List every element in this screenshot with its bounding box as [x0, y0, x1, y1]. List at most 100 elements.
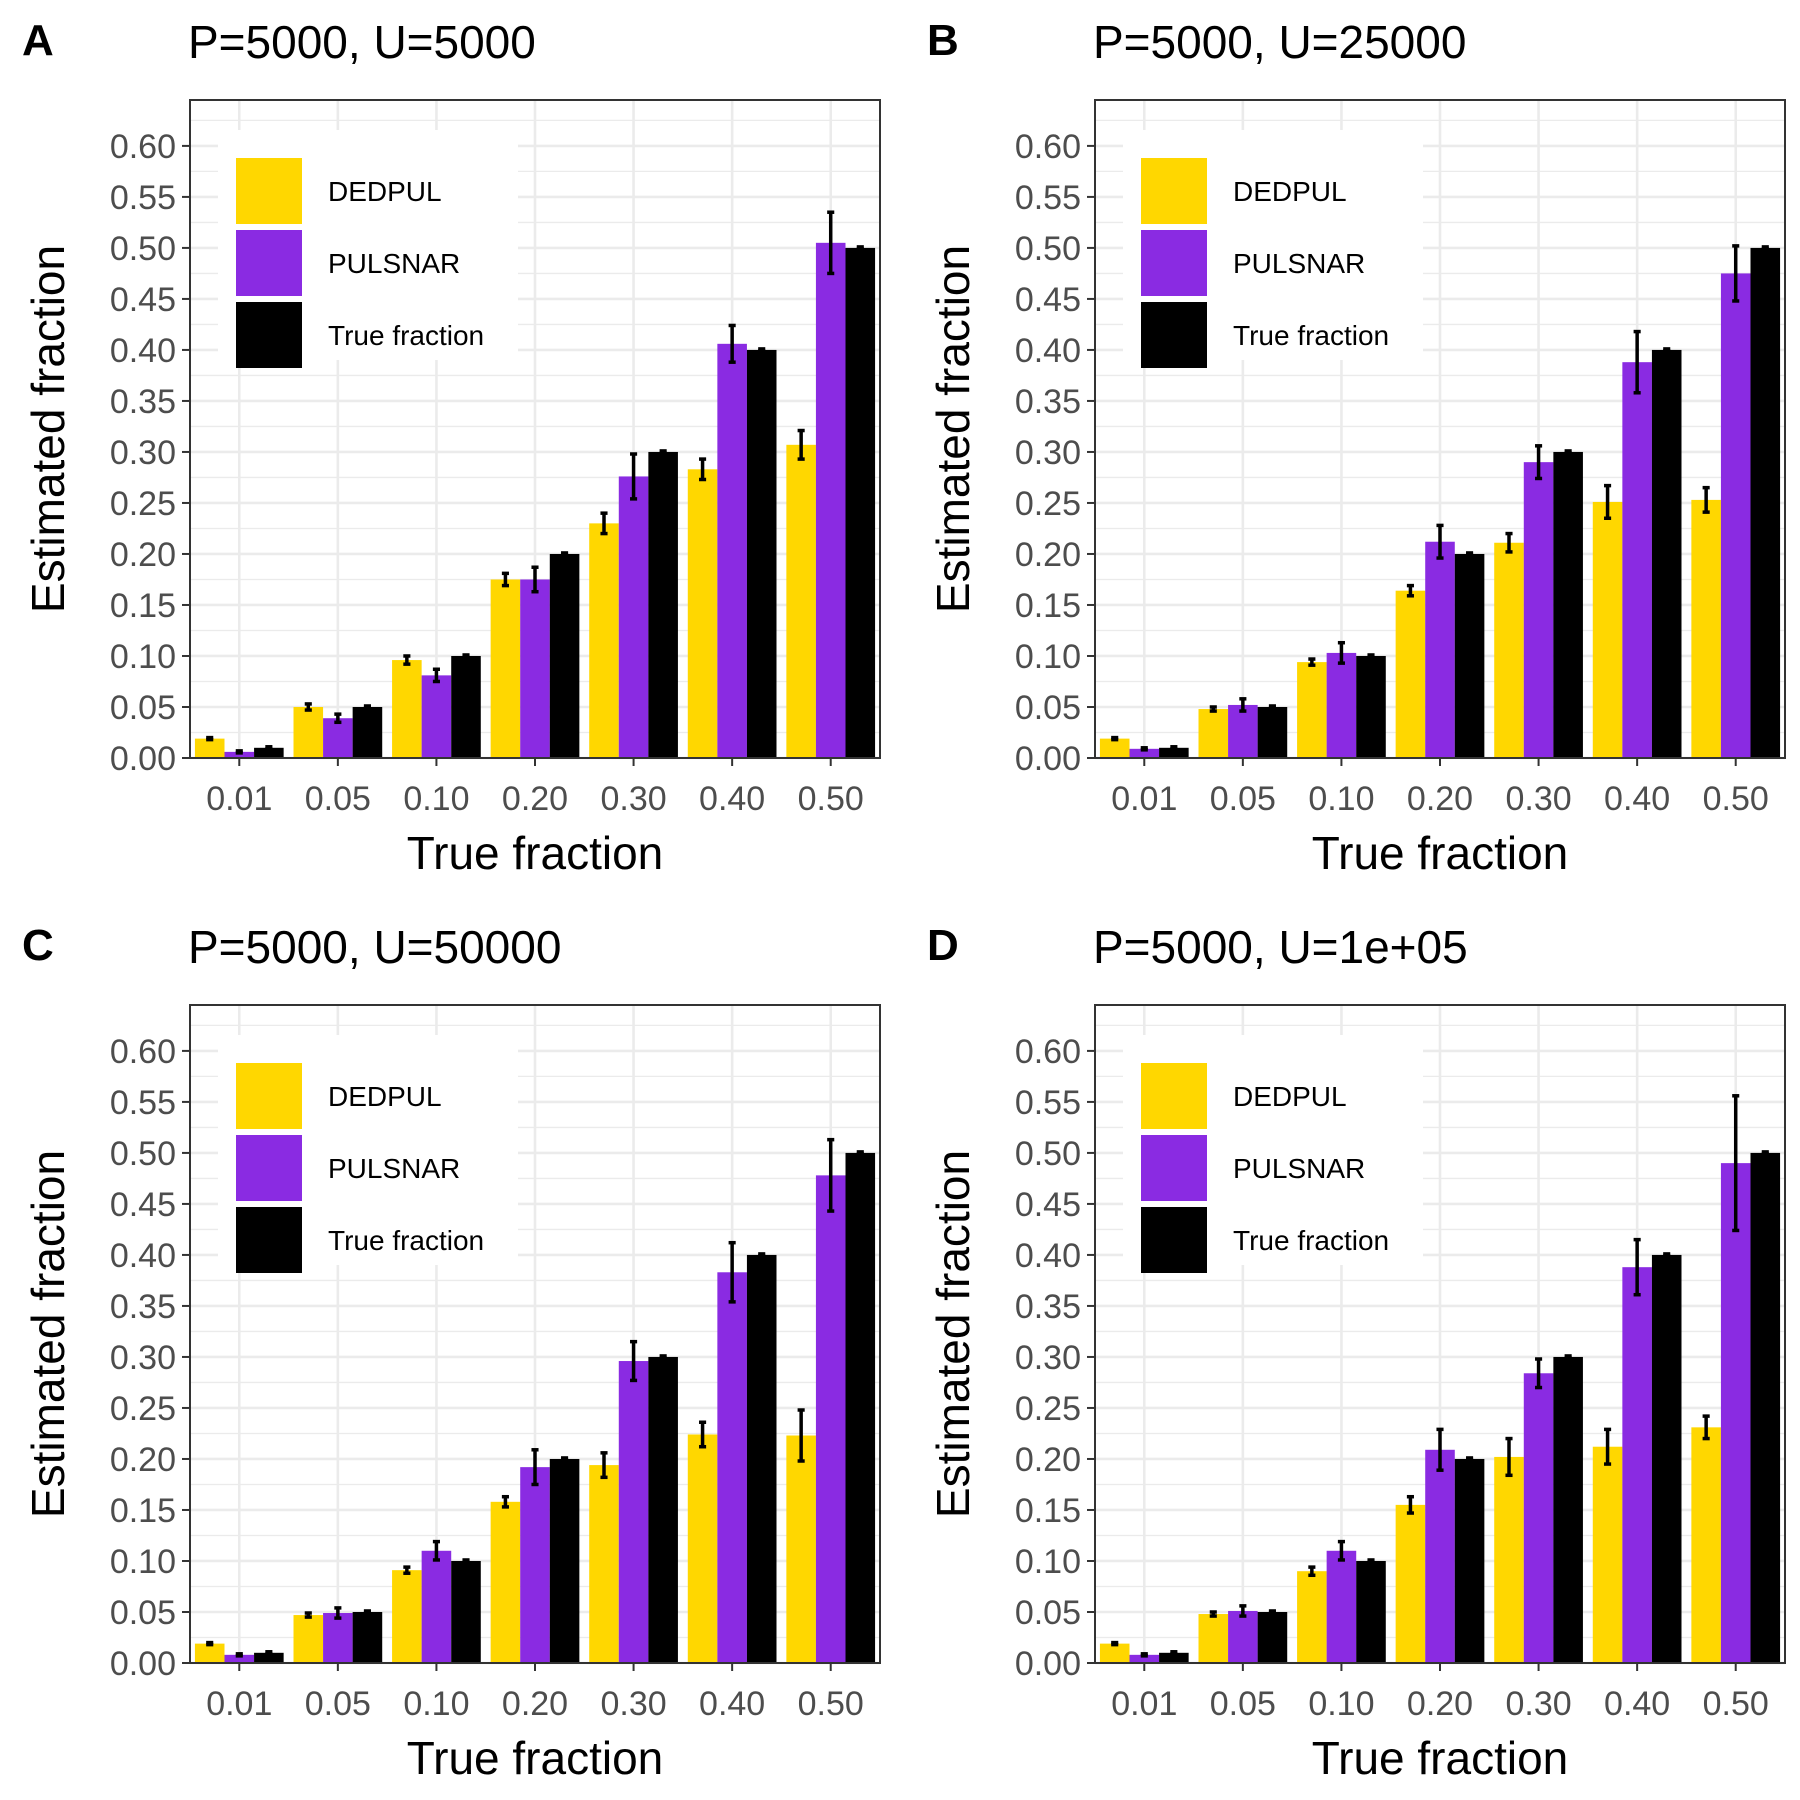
panel-d-bar-true-fraction	[1750, 1152, 1781, 1663]
panel-c-y-tick-label: 0.55	[110, 1084, 176, 1122]
panel-a-bar-dedpul	[687, 469, 718, 758]
panel-a-x-axis-title: True fraction	[407, 827, 664, 879]
panel-a-legend: DEDPUL PULSNAR True fraction	[218, 130, 518, 368]
panel-d-x-tick-label: 0.20	[1407, 1685, 1473, 1723]
panel-d-y-tick-label: 0.25	[1015, 1390, 1081, 1428]
panel-b-bar-pulsnar	[1228, 704, 1258, 758]
panel-b-bar-dedpul	[1297, 662, 1327, 758]
panel-d-x-tick-label: 0.01	[1111, 1685, 1177, 1723]
panel-b-y-tick-label: 0.15	[1015, 587, 1081, 625]
panel-d-bar-pulsnar	[1129, 1654, 1160, 1663]
panel-d-title: P=5000, U=1e+05	[1093, 921, 1468, 973]
panel-b-y-tick-label: 0.60	[1015, 128, 1081, 166]
panel-c-y-tick-label: 0.50	[110, 1135, 176, 1173]
panel-c-x-tick-label: 0.05	[305, 1685, 371, 1723]
panel-d-legend-key-dedpul	[1141, 1063, 1207, 1129]
panel-a-bar-dedpul	[589, 523, 619, 758]
panel-c-y-tick-label: 0.05	[110, 1594, 176, 1632]
panel-d-y-tick-label: 0.50	[1015, 1135, 1081, 1173]
panel-b-y-tick-label: 0.25	[1015, 485, 1081, 523]
panel-c-y-tick-label: 0.10	[110, 1543, 176, 1581]
panel-a: DEDPUL PULSNAR True fraction 0.00 0.05 0.10 0.…	[22, 16, 881, 879]
panel-d-bar-true-fraction	[1356, 1560, 1386, 1663]
panel-a-y-tick-label: 0.40	[110, 332, 176, 370]
panel-b-y-axis-title: Estimated fraction	[927, 245, 979, 613]
panel-a-bar-true-fraction	[746, 349, 777, 758]
panel-b-bar-true-fraction	[1553, 451, 1583, 758]
panel-d-bar-true-fraction	[1454, 1458, 1485, 1663]
panel-b-y-tick-label: 0.10	[1015, 638, 1081, 676]
panel-a-y-axis-title: Estimated fraction	[22, 245, 74, 613]
panel-c-y-tick-label: 0.60	[110, 1033, 176, 1071]
panel-d-bar-true-fraction	[1159, 1652, 1189, 1663]
panel-d-y-tick-label: 0.10	[1015, 1543, 1081, 1581]
panel-c-y-tick-label: 0.30	[110, 1339, 176, 1377]
panel-a-y-tick-label: 0.05	[110, 689, 176, 727]
panel-d-y-tick-label: 0.00	[1015, 1645, 1081, 1683]
panel-c-bar-dedpul	[786, 1435, 816, 1663]
panel-b-bar-true-fraction	[1454, 553, 1485, 758]
panel-d-y-tick-label: 0.55	[1015, 1084, 1081, 1122]
panel-a-x-tick-label: 0.20	[502, 780, 568, 818]
panel-d-y-tick-label: 0.05	[1015, 1594, 1081, 1632]
panel-c-bar-dedpul	[293, 1615, 324, 1663]
panel-b-x-tick-label: 0.50	[1703, 780, 1769, 818]
panel-d-bar-dedpul	[1099, 1643, 1130, 1663]
panel-c-legend-label: PULSNAR	[328, 1153, 460, 1184]
panel-d-y-tick-label: 0.15	[1015, 1492, 1081, 1530]
panel-a-bar-true-fraction	[451, 655, 481, 758]
panel-a-bar-pulsnar	[520, 579, 550, 758]
panel-b-bar-dedpul	[1099, 738, 1130, 758]
panel-a-bar-dedpul	[293, 706, 324, 758]
panel-b-y-tick-label: 0.35	[1015, 383, 1081, 421]
panel-b-legend-key-dedpul	[1141, 158, 1207, 224]
panel-d-legend-label: DEDPUL	[1233, 1081, 1347, 1112]
panel-d-legend-label: True fraction	[1233, 1225, 1389, 1256]
panel-d-y-tick-label: 0.60	[1015, 1033, 1081, 1071]
panel-b-bar-dedpul	[1592, 501, 1623, 758]
panel-d-bar-pulsnar	[1720, 1163, 1751, 1663]
panel-a-bar-true-fraction	[352, 706, 383, 758]
panel-a-legend-key-true-fraction	[236, 302, 302, 368]
panel-a-bar-pulsnar	[717, 343, 747, 758]
panel-a-bar-dedpul	[786, 444, 816, 758]
panel-a-bar-pulsnar	[323, 718, 353, 758]
panel-c-bar-true-fraction	[254, 1652, 284, 1663]
panel-a-legend-key-pulsnar	[236, 230, 302, 296]
panel-a-bar-dedpul	[392, 660, 422, 758]
panel-d-bar-true-fraction	[1553, 1356, 1583, 1663]
panel-a-bar-dedpul	[490, 579, 521, 758]
panel-d-legend-label: PULSNAR	[1233, 1153, 1365, 1184]
panel-c-y-tick-label: 0.00	[110, 1645, 176, 1683]
panel-c-title: P=5000, U=50000	[188, 921, 561, 973]
panel-b-legend-label: True fraction	[1233, 320, 1389, 351]
panel-b-bar-true-fraction	[1750, 247, 1781, 758]
panel-b-title: P=5000, U=25000	[1093, 16, 1466, 68]
panel-d-bar-dedpul	[1691, 1427, 1721, 1663]
panel-c-bar-dedpul	[194, 1643, 225, 1663]
panel-b-bar-true-fraction	[1356, 655, 1386, 758]
panel-b-y-tick-label: 0.45	[1015, 281, 1081, 319]
panel-a-bar-true-fraction	[254, 747, 284, 758]
panel-d-bar-dedpul	[1494, 1456, 1524, 1663]
panel-d-x-axis-title: True fraction	[1312, 1732, 1569, 1784]
panel-b-legend: DEDPUL PULSNAR True fraction	[1123, 130, 1423, 368]
panel-a-bar-pulsnar	[224, 751, 255, 758]
panel-d-legend-key-true-fraction	[1141, 1207, 1207, 1273]
panel-b-bar-pulsnar	[1129, 748, 1160, 758]
panel-d-bar-dedpul	[1198, 1614, 1229, 1663]
panel-b-legend-key-pulsnar	[1141, 230, 1207, 296]
panel-b-x-tick-label: 0.20	[1407, 780, 1473, 818]
panel-d-y-tick-label: 0.20	[1015, 1441, 1081, 1479]
panel-a-title: P=5000, U=5000	[188, 16, 536, 68]
panel-a-y-tick-label: 0.55	[110, 179, 176, 217]
panel-c-x-tick-label: 0.01	[206, 1685, 272, 1723]
panel-b-legend-key-true-fraction	[1141, 302, 1207, 368]
panel-c-x-axis-title: True fraction	[407, 1732, 664, 1784]
panel-b-bar-pulsnar	[1720, 273, 1751, 758]
panel-d-bar-dedpul	[1297, 1571, 1327, 1663]
panel-c-legend-label: True fraction	[328, 1225, 484, 1256]
panel-a-x-tick-label: 0.50	[798, 780, 864, 818]
panel-b-y-tick-label: 0.30	[1015, 434, 1081, 472]
